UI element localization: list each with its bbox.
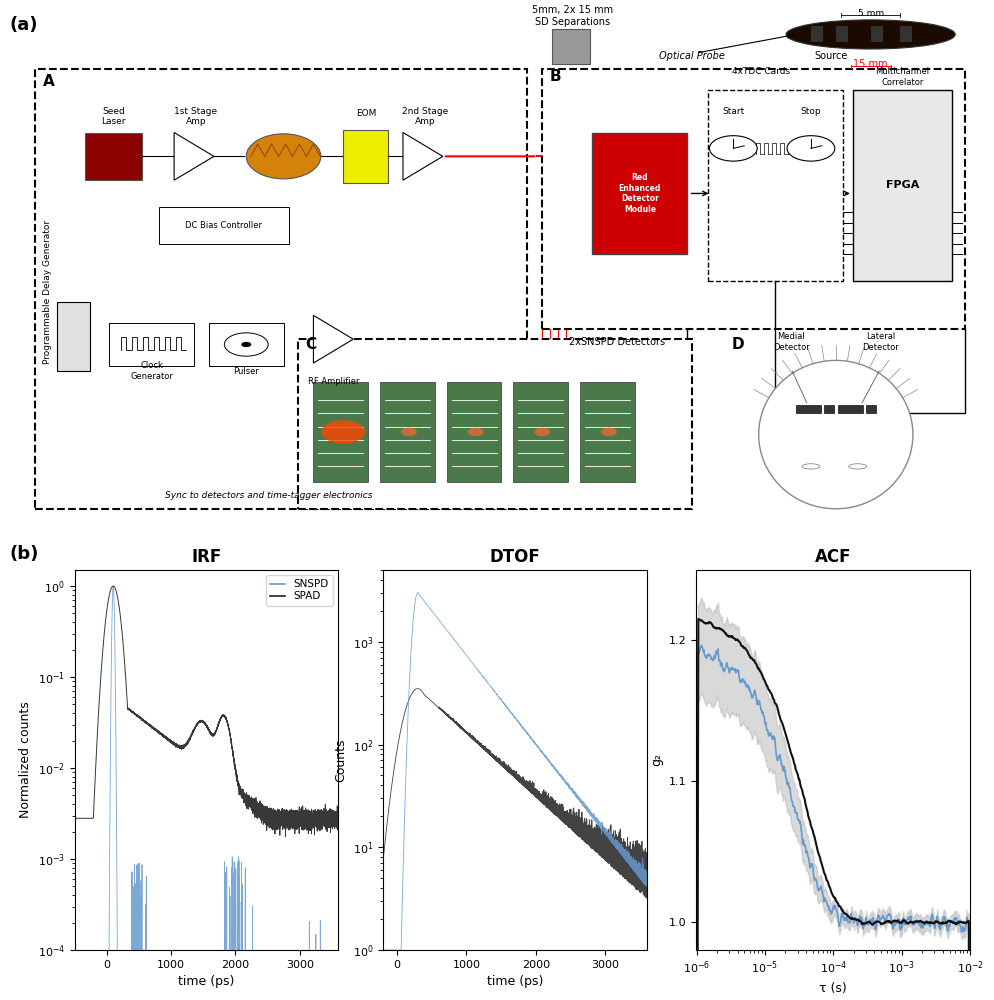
Bar: [298, 339, 691, 509]
Text: 2nd Stage
Amp: 2nd Stage Amp: [402, 107, 447, 126]
Text: (a): (a): [10, 16, 39, 34]
Text: 15 mm: 15 mm: [853, 59, 887, 69]
Text: Programmable Delay Generator: Programmable Delay Generator: [43, 219, 53, 364]
Polygon shape: [403, 132, 442, 180]
Circle shape: [786, 136, 834, 161]
Text: Stop: Stop: [800, 107, 820, 116]
Bar: [313, 382, 368, 482]
Bar: [865, 405, 875, 413]
Bar: [835, 26, 847, 42]
Text: EOM: EOM: [356, 109, 376, 118]
Y-axis label: Counts: Counts: [334, 738, 347, 782]
Text: Optical Probe: Optical Probe: [658, 51, 724, 61]
Ellipse shape: [848, 464, 866, 469]
Text: Lateral
Detector: Lateral Detector: [862, 332, 898, 352]
Circle shape: [225, 333, 268, 356]
Text: 2xSNSPD Detectors: 2xSNSPD Detectors: [569, 337, 664, 347]
Bar: [708, 90, 842, 281]
Bar: [837, 405, 862, 413]
Bar: [870, 26, 882, 42]
Ellipse shape: [757, 360, 911, 509]
Text: 5 mm: 5 mm: [857, 9, 883, 18]
Circle shape: [709, 136, 756, 161]
Circle shape: [241, 342, 250, 347]
Circle shape: [401, 428, 416, 436]
Title: IRF: IRF: [191, 548, 222, 566]
Text: B: B: [549, 69, 561, 84]
Bar: [513, 382, 568, 482]
Text: (b): (b): [10, 545, 40, 563]
Text: DC Bias Controller: DC Bias Controller: [185, 221, 262, 230]
Text: Seed
Laser: Seed Laser: [101, 107, 125, 126]
Bar: [852, 90, 951, 281]
Bar: [57, 302, 89, 371]
Circle shape: [467, 428, 483, 436]
Y-axis label: g₂: g₂: [650, 754, 663, 766]
X-axis label: τ (s): τ (s): [819, 982, 846, 995]
Text: RF Amplifier: RF Amplifier: [307, 377, 359, 386]
Circle shape: [534, 428, 550, 436]
Bar: [580, 382, 634, 482]
Bar: [343, 130, 388, 183]
Bar: [795, 405, 820, 413]
Text: Source: Source: [813, 51, 847, 61]
X-axis label: time (ps): time (ps): [486, 975, 543, 988]
Text: Medial
Detector: Medial Detector: [772, 332, 808, 352]
Text: C: C: [305, 337, 316, 352]
Text: Red
Enhanced
Detector
Module: Red Enhanced Detector Module: [618, 173, 660, 214]
Polygon shape: [313, 315, 353, 363]
Text: Pulser: Pulser: [233, 366, 259, 375]
Text: Multichannel
Correlator: Multichannel Correlator: [875, 67, 928, 87]
Y-axis label: Normalized counts: Normalized counts: [19, 702, 32, 818]
Polygon shape: [174, 132, 214, 180]
Text: 5mm, 2x 15 mm
SD Separations: 5mm, 2x 15 mm SD Separations: [531, 5, 612, 27]
Bar: [591, 132, 686, 254]
Bar: [380, 382, 434, 482]
Text: 1st Stage
Amp: 1st Stage Amp: [174, 107, 218, 126]
X-axis label: time (ps): time (ps): [178, 975, 235, 988]
Text: Start: Start: [722, 107, 744, 116]
Text: D: D: [731, 337, 744, 352]
Title: DTOF: DTOF: [489, 548, 540, 566]
Circle shape: [321, 420, 365, 444]
Legend: SNSPD, SPAD: SNSPD, SPAD: [265, 575, 333, 606]
Bar: [446, 382, 501, 482]
Title: ACF: ACF: [814, 548, 851, 566]
Bar: [35, 69, 527, 509]
Ellipse shape: [785, 20, 954, 49]
Ellipse shape: [801, 464, 819, 469]
Bar: [552, 29, 589, 64]
Circle shape: [600, 428, 616, 436]
Text: 4xTDC Cards: 4xTDC Cards: [732, 67, 789, 76]
Bar: [810, 26, 822, 42]
Text: FPGA: FPGA: [885, 180, 918, 190]
Text: A: A: [43, 74, 55, 89]
Text: Sync to detectors and time-tagger electronics: Sync to detectors and time-tagger electr…: [165, 491, 372, 500]
Bar: [823, 405, 833, 413]
Bar: [84, 133, 142, 180]
Bar: [109, 323, 194, 366]
Bar: [542, 69, 964, 329]
Bar: [900, 26, 911, 42]
Text: Clock
Generator: Clock Generator: [130, 361, 173, 381]
Bar: [159, 207, 288, 244]
Bar: [209, 323, 283, 366]
Ellipse shape: [246, 134, 320, 179]
